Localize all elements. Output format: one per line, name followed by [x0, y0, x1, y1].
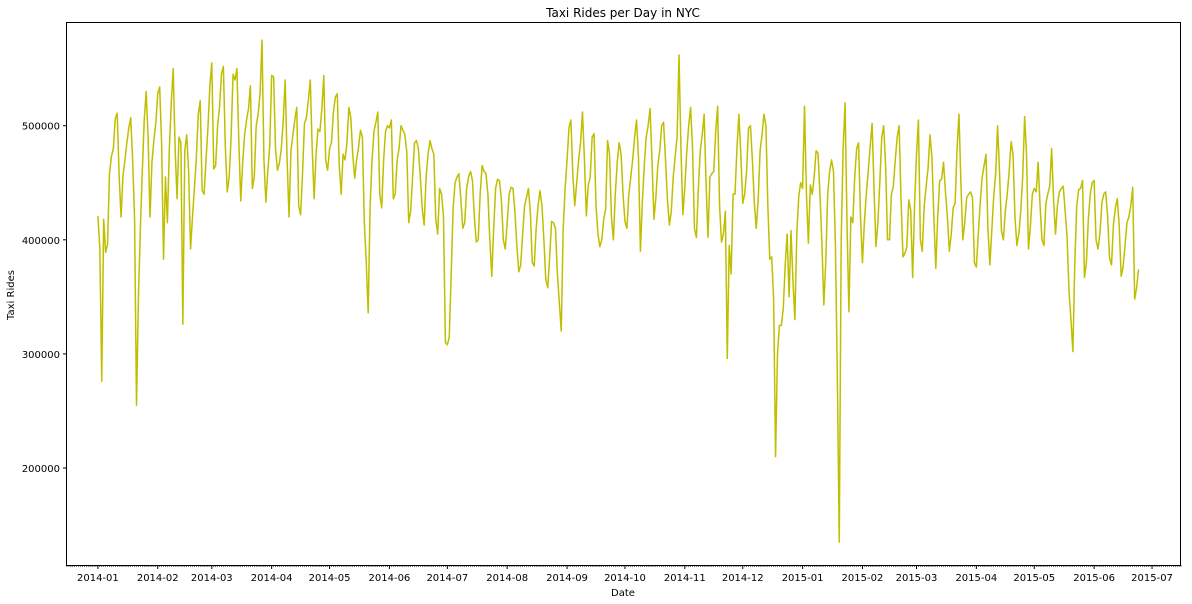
x-ticks: 2014-01 2014-02 2014-03 2014-04 2014-05 2014-… [77, 565, 1173, 584]
series-line [97, 39, 1140, 543]
x-tick-label: 2014-07 [426, 573, 468, 584]
y-tick-label: 500000 [22, 122, 60, 133]
x-tick-label: 2014-05 [309, 573, 351, 584]
y-axis-label: Taxi Rides [6, 270, 17, 321]
y-tick-label: 400000 [22, 236, 60, 247]
x-tick-label: 2014-02 [137, 573, 179, 584]
x-tick-label: 2014-01 [77, 573, 119, 584]
x-tick-label: 2015-07 [1131, 573, 1173, 584]
plot-frame [66, 22, 1181, 566]
x-tick-label: 2014-03 [191, 573, 233, 584]
x-tick-label: 2014-08 [486, 573, 528, 584]
y-ticks: 200000 300000 400000 500000 [22, 122, 67, 475]
x-tick-label: 2015-01 [782, 573, 824, 584]
x-tick-label: 2014-04 [251, 573, 293, 584]
y-tick-label: 200000 [22, 464, 60, 475]
x-tick-label: 2015-03 [896, 573, 938, 584]
y-tick-label: 300000 [22, 350, 60, 361]
x-tick-label: 2014-09 [546, 573, 588, 584]
x-tick-label: 2015-05 [1013, 573, 1055, 584]
x-tick-label: 2015-02 [842, 573, 884, 584]
x-tick-label: 2014-06 [369, 573, 411, 584]
x-tick-label: 2014-12 [722, 573, 764, 584]
x-tick-label: 2014-11 [664, 573, 706, 584]
x-tick-label: 2015-04 [955, 573, 997, 584]
x-tick-label: 2014-10 [604, 573, 646, 584]
x-tick-label: 2015-06 [1073, 573, 1115, 584]
chart-title: Taxi Rides per Day in NYC [545, 6, 700, 20]
x-axis-label: Date [611, 588, 635, 599]
